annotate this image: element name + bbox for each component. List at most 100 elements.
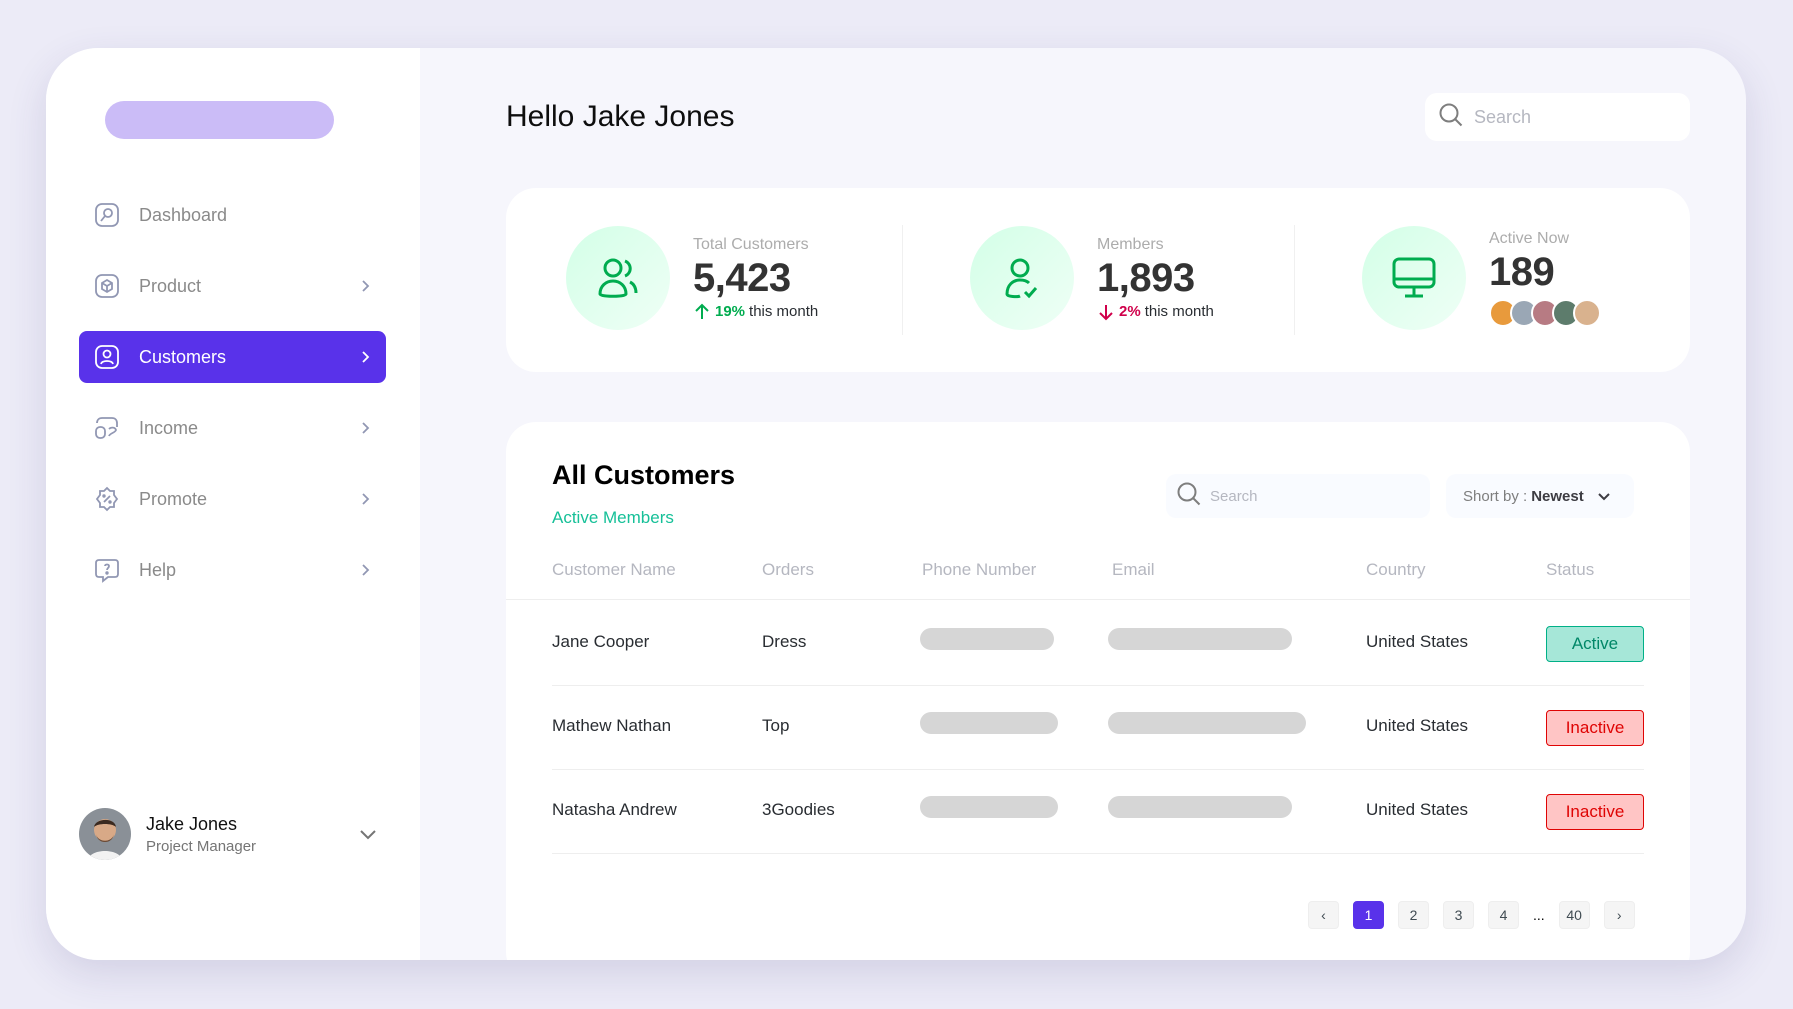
product-icon bbox=[92, 271, 122, 301]
main-content: Hello Jake Jones Total Customers 5,423 1… bbox=[420, 48, 1746, 960]
app-window: Dashboard Product Customers I bbox=[46, 48, 1746, 960]
customer-country: United States bbox=[1366, 632, 1469, 651]
sidebar-item-promote[interactable]: Promote bbox=[79, 473, 386, 525]
customer-country: United States bbox=[1366, 716, 1469, 735]
stat-label: Active Now bbox=[1489, 229, 1570, 247]
page-button-2[interactable]: 2 bbox=[1398, 901, 1429, 929]
email-placeholder bbox=[1108, 712, 1306, 734]
phone-placeholder bbox=[920, 796, 1058, 818]
trend-percent: 19% bbox=[715, 303, 746, 320]
column-header-name[interactable]: Customer Name bbox=[552, 560, 676, 579]
trend-text: this month bbox=[749, 303, 819, 320]
pagination-ellipsis: ... bbox=[1533, 907, 1545, 923]
customer-order: Dress bbox=[762, 632, 807, 651]
trend-text: this month bbox=[1144, 303, 1214, 320]
search-icon bbox=[1438, 102, 1464, 133]
sidebar-item-label: Dashboard bbox=[139, 204, 228, 225]
sidebar-item-income[interactable]: Income bbox=[79, 402, 386, 454]
search-input[interactable] bbox=[1210, 487, 1410, 505]
sort-value: Newest bbox=[1531, 487, 1584, 505]
sidebar-item-help[interactable]: Help bbox=[79, 544, 386, 596]
table-row[interactable]: Mathew Nathan Top United States Inactive bbox=[552, 686, 1644, 770]
sidebar-item-customers[interactable]: Customers bbox=[79, 331, 386, 383]
customers-group-icon bbox=[566, 226, 670, 330]
stat-value: 1,893 bbox=[1097, 255, 1195, 300]
sidebar: Dashboard Product Customers I bbox=[46, 48, 420, 960]
stat-trend: 19% this month bbox=[693, 303, 818, 321]
customer-name: Natasha Andrew bbox=[552, 800, 677, 819]
stat-trend: 2% this month bbox=[1097, 303, 1214, 321]
logo-placeholder[interactable] bbox=[105, 101, 334, 139]
table-search[interactable] bbox=[1166, 474, 1430, 518]
help-icon bbox=[92, 555, 122, 585]
next-page-button[interactable]: › bbox=[1603, 901, 1635, 929]
member-check-icon bbox=[970, 226, 1074, 330]
page-button-4[interactable]: 4 bbox=[1488, 901, 1519, 929]
page-button-3[interactable]: 3 bbox=[1443, 901, 1474, 929]
stats-card: Total Customers 5,423 19% this month Mem… bbox=[506, 188, 1690, 372]
sidebar-item-product[interactable]: Product bbox=[79, 260, 386, 312]
customer-name: Jane Cooper bbox=[552, 632, 650, 651]
search-input[interactable] bbox=[1474, 106, 1674, 128]
arrow-down-icon bbox=[1099, 304, 1113, 320]
trend-percent: 2% bbox=[1119, 303, 1141, 320]
promote-icon bbox=[92, 484, 122, 514]
stat-label: Total Customers bbox=[693, 235, 809, 253]
stat-total-customers: Total Customers 5,423 19% this month bbox=[566, 226, 818, 330]
column-header-email[interactable]: Email bbox=[1112, 560, 1155, 579]
user-name: Jake Jones bbox=[146, 813, 238, 834]
avatar bbox=[1573, 298, 1601, 327]
status-badge: Inactive bbox=[1546, 794, 1644, 830]
stat-active-now: Active Now 189 bbox=[1362, 226, 1601, 330]
chevron-right-icon bbox=[356, 490, 374, 508]
stat-label: Members bbox=[1097, 235, 1164, 253]
status-badge: Inactive bbox=[1546, 710, 1644, 746]
table-subtitle[interactable]: Active Members bbox=[552, 508, 674, 527]
column-header-status[interactable]: Status bbox=[1546, 560, 1595, 579]
sidebar-item-label: Customers bbox=[139, 346, 227, 367]
chevron-right-icon bbox=[356, 419, 374, 437]
sort-dropdown[interactable]: Short by : Newest bbox=[1446, 474, 1634, 518]
customers-table-card: All Customers Active Members Short by : … bbox=[506, 422, 1690, 960]
user-profile[interactable]: Jake Jones Project Manager bbox=[79, 808, 386, 860]
sidebar-item-dashboard[interactable]: Dashboard bbox=[79, 189, 386, 241]
sidebar-item-label: Help bbox=[139, 559, 177, 580]
header-search[interactable] bbox=[1425, 93, 1690, 141]
avatar bbox=[79, 808, 131, 860]
chevron-down-icon[interactable] bbox=[356, 822, 380, 846]
sidebar-item-label: Income bbox=[139, 417, 199, 438]
pagination: ‹ 1 2 3 4 ... 40 › bbox=[1308, 901, 1649, 929]
customers-icon bbox=[92, 342, 122, 372]
chevron-right-icon bbox=[356, 561, 374, 579]
page-button-1[interactable]: 1 bbox=[1353, 901, 1384, 929]
stat-value: 189 bbox=[1489, 249, 1555, 294]
chevron-right-icon bbox=[356, 348, 374, 366]
column-header-phone[interactable]: Phone Number bbox=[922, 560, 1037, 579]
stat-members: Members 1,893 2% this month bbox=[970, 226, 1214, 330]
sidebar-item-label: Product bbox=[139, 275, 202, 296]
phone-placeholder bbox=[920, 712, 1058, 734]
page-button-40[interactable]: 40 bbox=[1558, 901, 1590, 929]
active-avatars bbox=[1489, 298, 1601, 327]
table-row[interactable]: Jane Cooper Dress United States Active bbox=[552, 602, 1644, 686]
customer-name: Mathew Nathan bbox=[552, 716, 672, 735]
prev-page-button[interactable]: ‹ bbox=[1308, 901, 1339, 929]
divider bbox=[1294, 225, 1295, 335]
chevron-down-icon bbox=[1598, 493, 1610, 501]
sidebar-nav: Dashboard Product Customers I bbox=[79, 189, 386, 615]
phone-placeholder bbox=[920, 628, 1054, 650]
monitor-icon bbox=[1362, 226, 1466, 330]
arrow-up-icon bbox=[695, 303, 709, 319]
chevron-right-icon bbox=[356, 277, 374, 295]
column-header-orders[interactable]: Orders bbox=[762, 560, 814, 579]
table-title: All Customers bbox=[552, 460, 736, 490]
user-role: Project Manager bbox=[146, 837, 257, 855]
income-icon bbox=[92, 413, 122, 443]
customer-order: Top bbox=[762, 716, 790, 735]
column-header-country[interactable]: Country bbox=[1366, 560, 1426, 579]
table-row[interactable]: Natasha Andrew 3Goodies United States In… bbox=[552, 770, 1644, 854]
email-placeholder bbox=[1108, 628, 1292, 650]
search-icon bbox=[1176, 481, 1202, 512]
customer-country: United States bbox=[1366, 800, 1469, 819]
table-header: Customer Name Orders Phone Number Email … bbox=[506, 560, 1690, 600]
